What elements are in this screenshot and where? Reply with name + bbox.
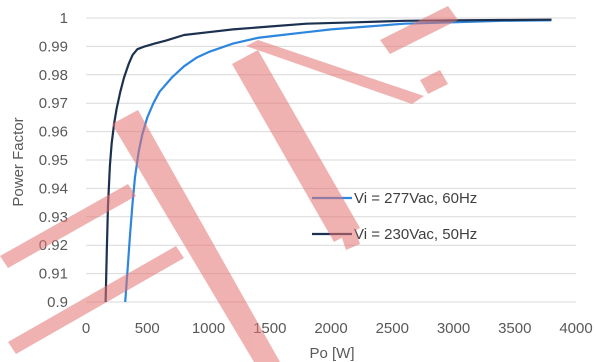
x-tick-label: 2000 [314,320,347,337]
y-tick-label: 1 [60,10,68,27]
y-tick-label: 0.91 [39,266,68,283]
x-tick-label: 4000 [559,320,592,337]
y-tick-label: 0.96 [39,124,68,141]
x-tick-label: 2500 [376,320,409,337]
y-tick-label: 0.94 [39,180,68,197]
tick-labels: 0.90.910.920.930.940.950.960.970.980.991… [39,10,593,337]
x-tick-label: 3000 [437,320,470,337]
x-tick-label: 500 [135,320,160,337]
y-tick-label: 0.93 [39,209,68,226]
x-tick-label: 3500 [498,320,531,337]
y-tick-label: 0.97 [39,95,68,112]
series-line-277vac-60hz [124,19,552,303]
y-tick-label: 0.99 [39,38,68,55]
y-axis-title: Power Factor [10,117,27,206]
legend-label-277vac: Vi = 277Vac, 60Hz [354,190,477,207]
y-tick-label: 0.95 [39,152,68,169]
x-tick-label: 0 [82,320,90,337]
watermark-end [0,6,458,362]
x-axis-title: Po [W] [309,345,354,362]
legend-label-230vac: Vi = 230Vac, 50Hz [354,226,477,243]
y-tick-label: 0.98 [39,67,68,84]
x-tick-label: 1000 [192,320,225,337]
series-lines [104,18,552,303]
y-tick-label: 0.9 [47,294,68,311]
series-line-230vac-50hz [104,18,552,303]
